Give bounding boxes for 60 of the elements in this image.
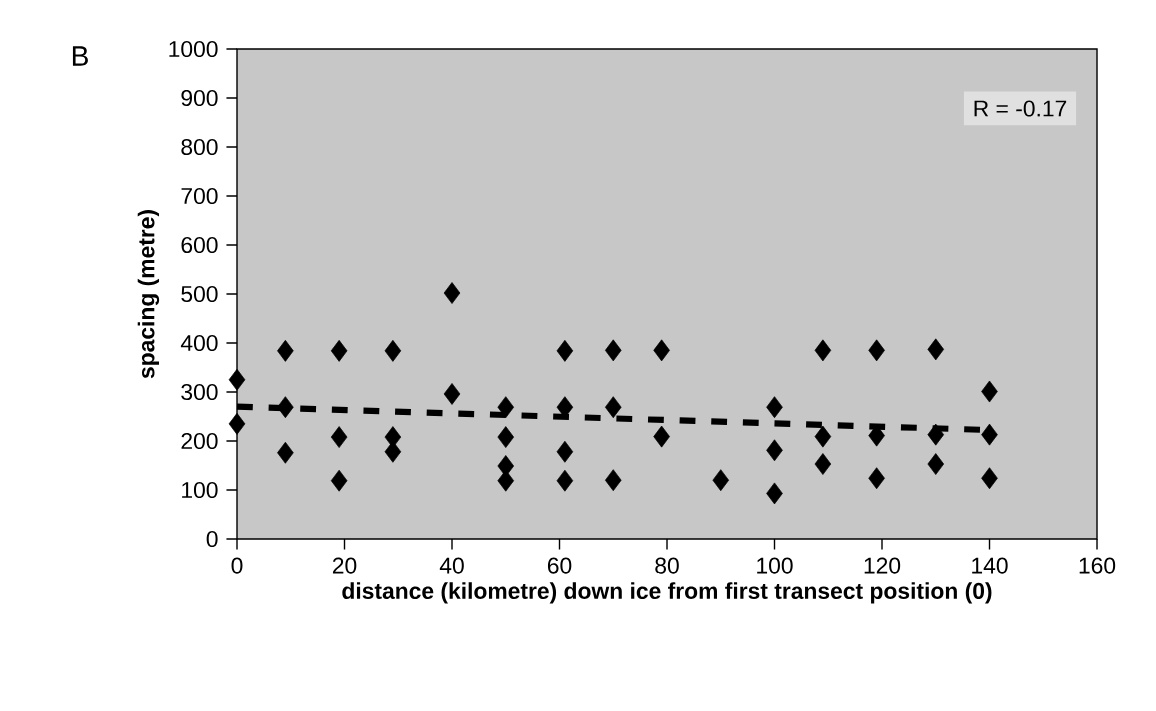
- y-tick-label: 100: [182, 481, 218, 499]
- point: [443, 282, 461, 304]
- point: [766, 396, 783, 419]
- point: [981, 423, 998, 446]
- point: [443, 383, 461, 405]
- y-tick-label: 0: [206, 530, 218, 548]
- y-tick-label: 800: [181, 138, 218, 156]
- y-tick-label: 600: [181, 236, 218, 254]
- point: [605, 339, 622, 362]
- point: [497, 426, 515, 448]
- y-tick-label: 900: [181, 89, 218, 107]
- y-tick-label: 200: [181, 432, 218, 450]
- x-tick-label: 140: [972, 557, 1008, 574]
- point: [766, 482, 783, 505]
- x-axis-title: distance (kilometre) down ice from first transect position (0): [342, 582, 992, 604]
- x-tick-label: 120: [864, 557, 901, 574]
- point: [981, 380, 998, 403]
- point: [556, 469, 574, 492]
- point: [814, 425, 832, 448]
- point: [330, 426, 348, 448]
- x-tick-label: 60: [547, 557, 572, 574]
- point: [814, 453, 832, 475]
- y-tick-label: 300: [181, 383, 218, 401]
- point: [228, 368, 246, 391]
- x-tick-label: 20: [332, 557, 357, 574]
- y-tick-label: 1000: [169, 40, 218, 58]
- y-tick-label: 700: [181, 187, 218, 205]
- text: B: [72, 46, 88, 66]
- point: [330, 339, 348, 362]
- point: [814, 339, 832, 362]
- x-tick-label: 80: [655, 557, 679, 574]
- annotation: R = -0.17: [974, 100, 1067, 117]
- point: [766, 439, 783, 462]
- point: [653, 425, 670, 448]
- point: [277, 396, 294, 419]
- point: [927, 453, 945, 475]
- x-tick-label: 0: [231, 557, 243, 574]
- point: [653, 339, 670, 362]
- point: [605, 396, 622, 419]
- x-tick-label: 100: [757, 557, 793, 574]
- point: [868, 339, 885, 362]
- point: [277, 339, 294, 362]
- y-tick-label: 500: [181, 285, 218, 303]
- y-tick-label: 400: [180, 334, 218, 352]
- point: [384, 339, 402, 362]
- point: [228, 412, 246, 435]
- point: [981, 467, 998, 490]
- point: [927, 338, 945, 361]
- point: [868, 467, 885, 490]
- point: [330, 469, 348, 492]
- point: [556, 440, 574, 463]
- point: [605, 469, 622, 492]
- point: [277, 441, 294, 464]
- point: [556, 339, 574, 362]
- point: [712, 469, 730, 492]
- y-axis-title: spacing (metre): [137, 210, 160, 379]
- point: [927, 423, 945, 446]
- x-tick-label: 40: [439, 557, 464, 574]
- x-tick-label: 160: [1079, 557, 1116, 574]
- point: [497, 396, 515, 419]
